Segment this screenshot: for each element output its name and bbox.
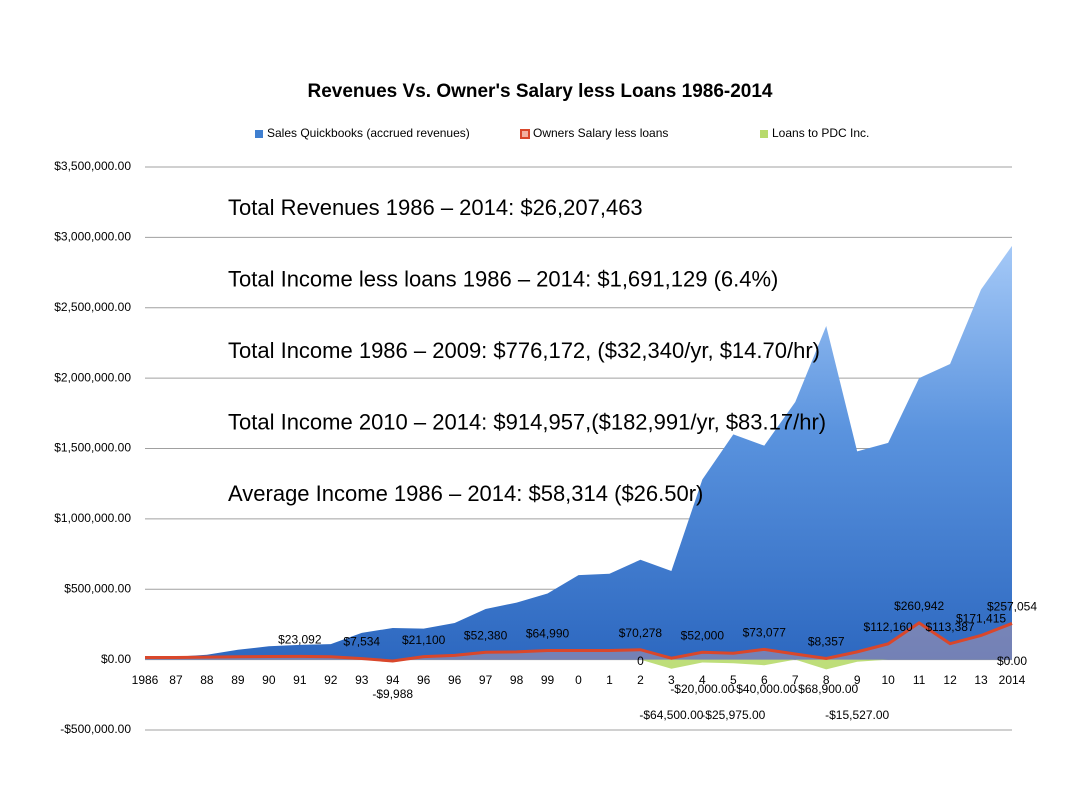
x-tick-label: 99 xyxy=(541,673,555,687)
x-tick-label: 3 xyxy=(668,673,675,687)
data-label: -$9,988 xyxy=(372,687,413,701)
data-label: 0 xyxy=(637,654,644,668)
data-label: $7,534 xyxy=(343,635,380,649)
annotation: Total Income 1986 – 2009: $776,172, ($32… xyxy=(228,338,820,363)
legend-swatch xyxy=(760,130,768,138)
x-tick-label: 12 xyxy=(943,673,957,687)
x-tick-label: 4 xyxy=(699,673,706,687)
data-label: -$15,527.00 xyxy=(825,708,889,722)
data-label: -$25,975.00 xyxy=(701,708,765,722)
legend-label: Sales Quickbooks (accrued revenues) xyxy=(267,126,470,140)
sales-area xyxy=(145,245,1012,660)
x-tick-label: 90 xyxy=(262,673,276,687)
data-label: -$64,500.00 xyxy=(639,708,703,722)
y-tick-label: $3,000,000.00 xyxy=(54,230,131,244)
data-label: $257,054 xyxy=(987,600,1037,614)
x-tick-label: 9 xyxy=(854,673,861,687)
x-tick-label: 2 xyxy=(637,673,644,687)
x-tick-label: 10 xyxy=(881,673,895,687)
annotation: Total Revenues 1986 – 2014: $26,207,463 xyxy=(228,195,643,220)
x-tick-label: 96 xyxy=(417,673,431,687)
x-tick-label: 13 xyxy=(974,673,988,687)
x-tick-label: 1986 xyxy=(132,673,159,687)
x-tick-label: 11 xyxy=(913,673,926,687)
plot-area xyxy=(145,245,1013,670)
data-label: -$68,900.00 xyxy=(794,682,858,696)
y-tick-label: $2,000,000.00 xyxy=(54,370,131,384)
data-label: $260,942 xyxy=(894,599,944,613)
data-label: $64,990 xyxy=(526,627,570,641)
y-tick-label: $1,000,000.00 xyxy=(54,511,131,525)
annotation: Average Income 1986 – 2014: $58,314 ($26… xyxy=(228,481,703,506)
y-tick-label: -$500,000.00 xyxy=(60,722,131,736)
x-tick-label: 92 xyxy=(324,673,338,687)
x-tick-label: 89 xyxy=(231,673,245,687)
legend: Sales Quickbooks (accrued revenues) Owner… xyxy=(255,126,869,140)
data-label: $73,077 xyxy=(743,626,787,640)
x-tick-label: 93 xyxy=(355,673,369,687)
y-tick-label: $0.00 xyxy=(101,652,131,666)
x-tick-label: 98 xyxy=(510,673,524,687)
x-tick-label: 91 xyxy=(293,673,307,687)
data-label: $0.00 xyxy=(997,654,1027,668)
data-label: $23,092 xyxy=(278,633,322,647)
labels: 1986 87 88 89 90 91 92 93 94 96 96 97 98 99 0 1 2 3 4 5 6 7 8 9… xyxy=(132,195,1038,722)
x-tick-label: 88 xyxy=(200,673,214,687)
data-label: -$20,000.00 xyxy=(670,682,734,696)
x-tick-label: 96 xyxy=(448,673,462,687)
legend-label: Owners Salary less loans xyxy=(533,126,668,140)
data-label: $52,000 xyxy=(681,628,725,642)
annotation: Total Income 2010 – 2014: $914,957,($182… xyxy=(228,409,826,434)
data-label: $171,415 xyxy=(956,612,1006,626)
x-tick-label: 97 xyxy=(479,673,493,687)
x-tick-label: 5 xyxy=(730,673,737,687)
data-label: $8,357 xyxy=(808,635,845,649)
data-label: $112,160 xyxy=(864,620,913,634)
legend-swatch xyxy=(255,130,263,138)
y-tick-label: $3,500,000.00 xyxy=(54,159,131,173)
owners-line xyxy=(145,621,1013,663)
x-tick-label: 94 xyxy=(386,673,400,687)
legend-label: Loans to PDC Inc. xyxy=(772,126,869,140)
x-tick-label: 1 xyxy=(606,673,613,687)
data-label: -$40,000.00 xyxy=(732,682,796,696)
data-label: $113,387 xyxy=(925,620,974,634)
chart-title: Revenues Vs. Owner's Salary less Loans 1… xyxy=(307,81,772,102)
y-tick-label: $2,500,000.00 xyxy=(54,300,131,314)
x-tick-label: 8 xyxy=(823,673,830,687)
x-tick-label: 6 xyxy=(761,673,768,687)
y-tick-label: $1,500,000.00 xyxy=(54,441,131,455)
x-tick-label: 87 xyxy=(169,673,183,687)
x-tick-label: 2014 xyxy=(999,673,1026,687)
data-label: $70,278 xyxy=(619,626,663,640)
y-tick-label: $500,000.00 xyxy=(64,581,131,595)
annotation: Total Income less loans 1986 – 2014: $1,… xyxy=(228,266,778,291)
data-label: $21,100 xyxy=(402,633,446,647)
loans-area xyxy=(145,659,1012,670)
x-tick-label: 7 xyxy=(792,673,799,687)
data-label: $52,380 xyxy=(464,628,508,642)
x-tick-label: 0 xyxy=(575,673,582,687)
legend-swatch xyxy=(520,129,530,139)
